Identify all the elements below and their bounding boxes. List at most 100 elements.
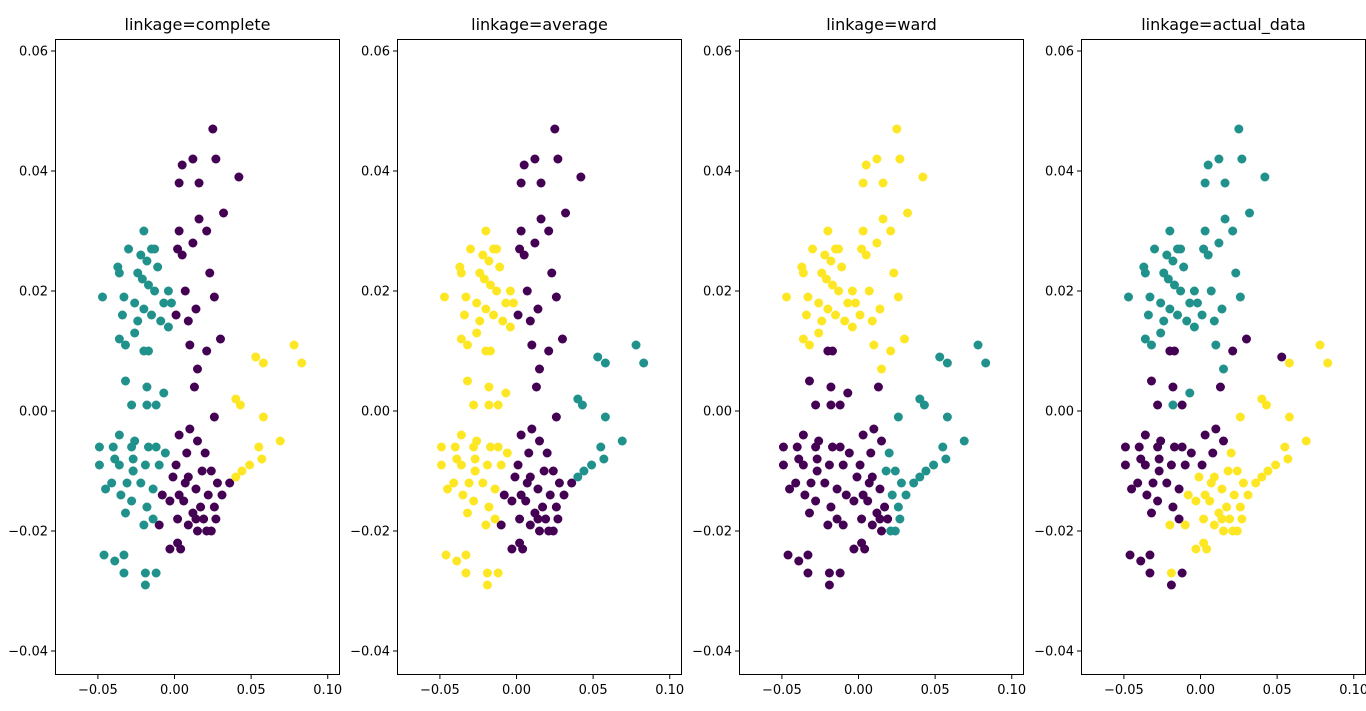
scatter-point [1177, 442, 1187, 452]
y-tick-label: 0.04 [19, 165, 48, 180]
scatter-point [877, 364, 886, 374]
scatter-point [884, 448, 894, 458]
x-tick-label: −0.05 [762, 683, 802, 698]
y-tick-label: 0.06 [19, 45, 48, 60]
scatter-point [182, 448, 192, 458]
scatter-point [895, 154, 905, 164]
scatter-point [804, 376, 814, 386]
scatter-point [157, 490, 167, 500]
y-tick-label: −0.04 [692, 645, 732, 660]
scatter-point [142, 400, 152, 410]
scatter-point [185, 340, 195, 350]
scatter-point [1143, 310, 1153, 320]
scatter-point [1136, 556, 1146, 566]
scatter-point [827, 280, 837, 290]
scatter-point [139, 520, 149, 530]
scatter-point [188, 238, 198, 248]
scatter-point [804, 340, 814, 350]
scatter-point [1237, 514, 1247, 524]
scatter-point [119, 568, 129, 578]
scatter-point [921, 466, 931, 476]
scatter-point [459, 310, 469, 320]
scatter-point [180, 478, 190, 488]
x-tick-label: 0.00 [844, 683, 873, 698]
scatter-point [823, 226, 833, 236]
scatter-point [212, 478, 222, 488]
scatter-point [527, 340, 537, 350]
scatter-point [128, 454, 138, 464]
scatter-point [191, 514, 201, 524]
scatter-point [550, 124, 560, 134]
scatter-point [114, 430, 124, 440]
scatter-point [469, 400, 479, 410]
scatter-point [942, 358, 952, 368]
scatter-point [929, 460, 939, 470]
scatter-point [142, 256, 152, 266]
scatter-point [1217, 484, 1227, 494]
scatter-point [872, 238, 882, 248]
scatter-point [577, 400, 587, 410]
scatter-point [225, 478, 235, 488]
scatter-point [782, 292, 791, 302]
scatter-point [1146, 508, 1156, 518]
y-tick-label: 0.00 [19, 405, 48, 420]
scatter-point [536, 178, 546, 188]
scatter-point [127, 442, 137, 452]
scatter-point [579, 466, 589, 476]
scatter-point [119, 292, 129, 302]
y-tick-label: 0.00 [703, 405, 732, 420]
scatter-point [561, 208, 571, 218]
scatter-point [456, 334, 466, 344]
scatter-point [1229, 490, 1239, 500]
scatter-point [826, 382, 836, 392]
y-tick-label: 0.06 [703, 45, 732, 60]
subplot-title: linkage=ward [826, 15, 937, 34]
scatter-point [1271, 460, 1281, 470]
scatter-point [886, 226, 896, 236]
scatter-point [1192, 298, 1202, 308]
scatter-point [495, 262, 505, 272]
scatter-point [1162, 250, 1172, 260]
scatter-point [834, 286, 844, 296]
scatter-point [821, 274, 831, 284]
scatter-point [484, 502, 494, 512]
scatter-point [151, 442, 161, 452]
scatter-point [485, 346, 495, 356]
scatter-point [1223, 466, 1233, 476]
scatter-point [165, 544, 175, 554]
scatter-point [1209, 520, 1219, 530]
scatter-point [878, 214, 888, 224]
scatter-point [814, 328, 824, 338]
x-tick-label: 0.10 [313, 683, 342, 698]
scatter-point [553, 154, 563, 164]
x-tick-label: 0.05 [579, 683, 608, 698]
scatter-point [1199, 514, 1209, 524]
scatter-point [519, 160, 529, 170]
scatter-point [1156, 298, 1166, 308]
scatter-point [202, 226, 212, 236]
y-tick-label: −0.02 [1034, 525, 1074, 540]
scatter-point [935, 352, 945, 362]
scatter-point [130, 298, 140, 308]
scatter-point [116, 490, 126, 500]
scatter-point [133, 316, 143, 326]
scatter-point [456, 430, 466, 440]
scatter-point [838, 520, 848, 530]
scatter-point [461, 292, 471, 302]
scatter-point [864, 478, 874, 488]
subplot-4: linkage=actual_data −0.05 0.00 0.05 0.10 −0.0… [1034, 15, 1366, 698]
scatter-point [855, 460, 865, 470]
scatter-point [535, 364, 544, 374]
scatter-point [124, 244, 134, 254]
scatter-point [893, 292, 903, 302]
scatter-point [450, 442, 460, 452]
scatter-point [136, 250, 146, 260]
scatter-point [886, 526, 896, 536]
scatter-point [501, 388, 511, 398]
scatter-point [539, 466, 549, 476]
scatter-point [156, 316, 166, 326]
scatter-point [1225, 514, 1235, 524]
scatter-point [479, 274, 489, 284]
scatter-point [462, 376, 472, 386]
scatter-point [235, 400, 245, 410]
